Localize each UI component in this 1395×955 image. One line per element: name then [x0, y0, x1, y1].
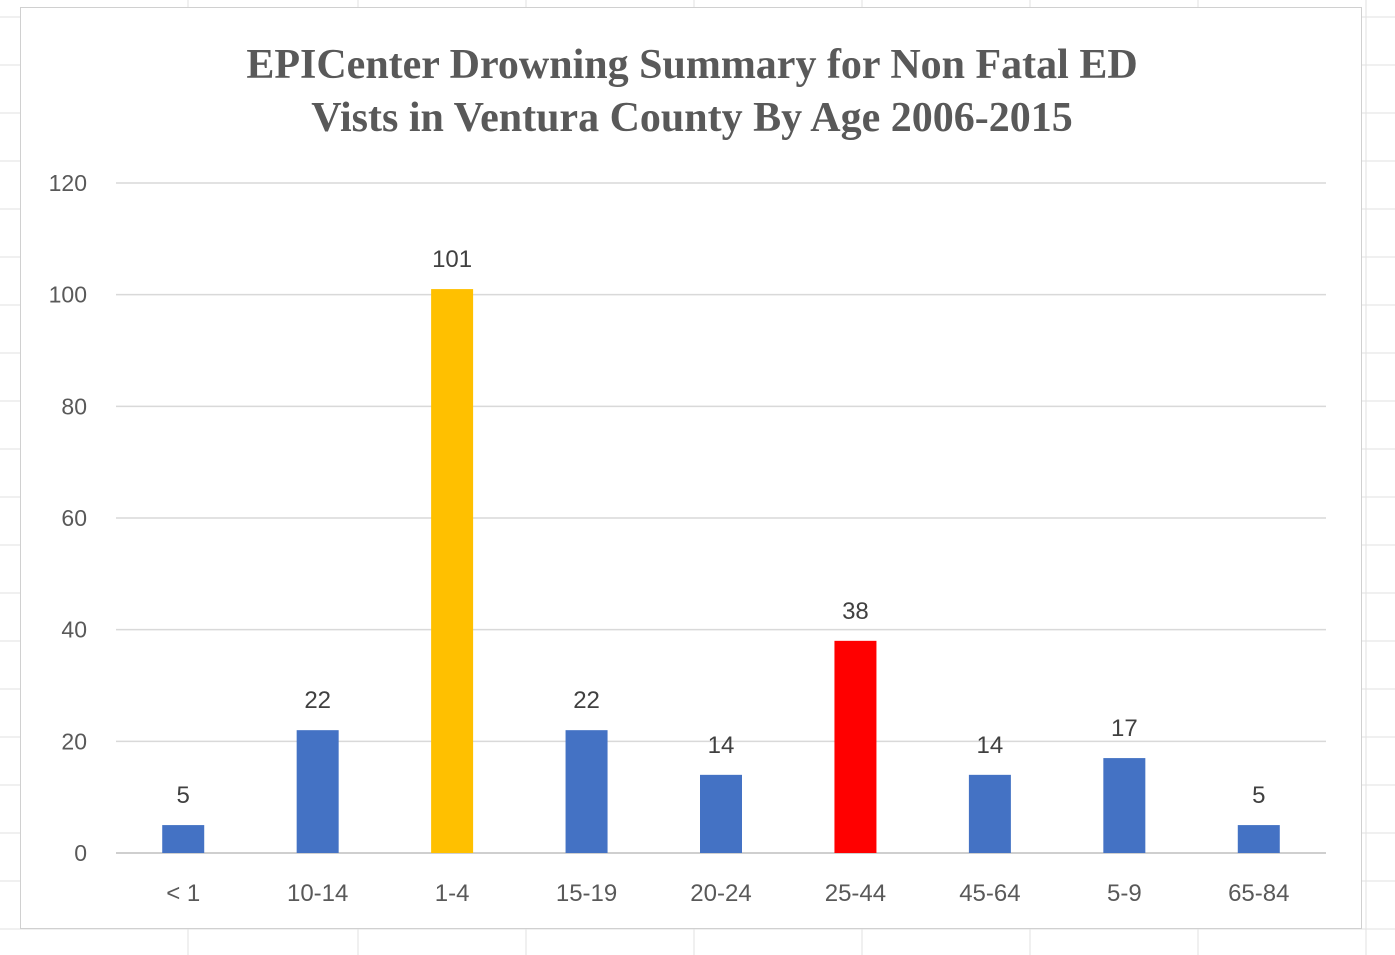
x-tick-label: 15-19: [556, 880, 617, 907]
bar: [431, 289, 474, 853]
data-label: 22: [573, 687, 600, 714]
bar-chart: EPICenter Drowning Summary for Non Fatal…: [49, 42, 1326, 907]
x-tick-label: 25-44: [825, 880, 886, 907]
x-tick-label: 5-9: [1107, 880, 1142, 907]
data-label: 5: [177, 782, 190, 809]
x-tick-label: 20-24: [690, 880, 751, 907]
x-axis-ticks: < 1 10-14 1-4 15-19 20-24 25-44 45-64 5-9 65-84: [166, 880, 1289, 907]
bar: [700, 774, 742, 853]
bars: [162, 289, 1280, 853]
data-label: 17: [1111, 715, 1138, 742]
chart-title-line-1: EPICenter Drowning Summary for Non Fatal…: [246, 42, 1137, 88]
y-tick-label: 0: [74, 840, 87, 866]
bar: [834, 640, 877, 853]
y-tick-label: 100: [49, 282, 87, 308]
chart-area[interactable]: EPICenter Drowning Summary for Non Fatal…: [20, 7, 1362, 929]
x-tick-label: 10-14: [287, 880, 348, 907]
y-tick-label: 80: [61, 393, 87, 419]
data-label: 38: [842, 598, 869, 625]
y-axis-ticks: 0 20 40 60 80 100 120: [49, 170, 87, 866]
y-tick-label: 40: [61, 617, 87, 643]
bar: [1237, 825, 1280, 853]
y-tick-label: 20: [61, 728, 87, 754]
bar: [968, 774, 1011, 853]
x-tick-label: 1-4: [435, 880, 470, 907]
data-label: 101: [432, 246, 472, 273]
x-tick-label: < 1: [166, 880, 200, 907]
chart-title-line-2: Vists in Ventura County By Age 2006-2015: [311, 95, 1073, 141]
data-label: 14: [977, 732, 1004, 759]
bar: [296, 730, 339, 853]
data-label: 5: [1252, 782, 1265, 809]
y-tick-label: 120: [49, 170, 87, 196]
data-labels: 5 22 101 22 14 38 14 17 5: [177, 246, 1266, 809]
bar: [565, 730, 608, 853]
bar: [162, 825, 205, 853]
x-tick-label: 45-64: [959, 880, 1020, 907]
x-tick-label: 65-84: [1228, 880, 1289, 907]
data-label: 22: [304, 687, 331, 714]
y-tick-label: 60: [61, 505, 87, 531]
bar: [1103, 758, 1146, 853]
data-label: 14: [708, 732, 735, 759]
